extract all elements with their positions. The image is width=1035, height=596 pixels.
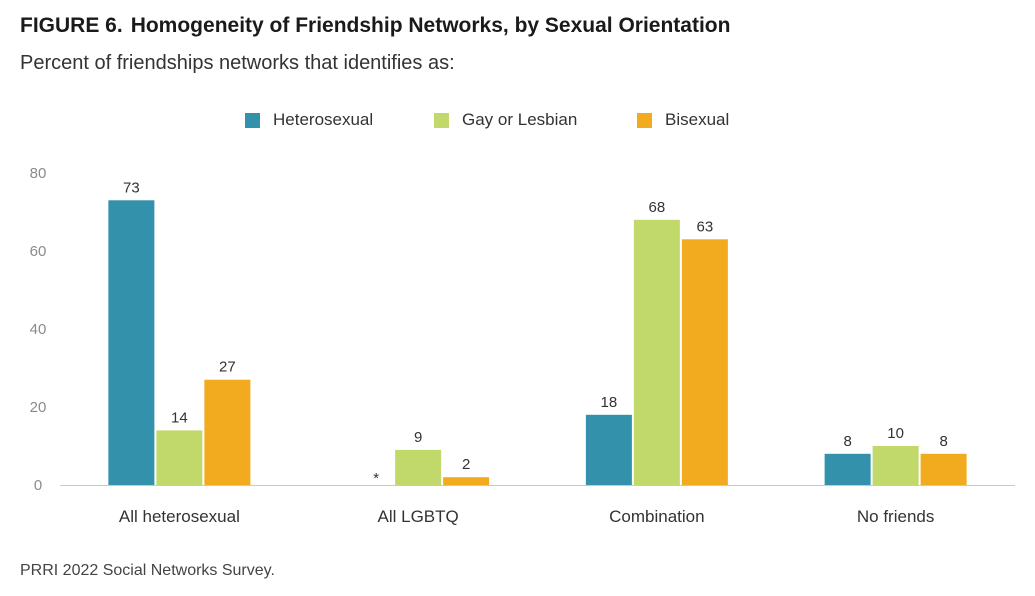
data-label: 27 [219,359,236,376]
category-label: No friends [857,507,934,526]
y-tick-label: 20 [30,399,47,416]
legend-item-bisexual: Bisexual [637,110,729,130]
y-tick-label: 0 [34,477,42,494]
bar-heterosexual [108,200,155,486]
data-label: 2 [462,456,470,473]
bar-bisexual [204,379,251,485]
bar-bisexual [920,453,967,485]
legend-swatch-heterosexual [245,112,260,128]
data-label: 10 [887,425,904,442]
y-tick-label: 80 [30,165,47,182]
figure-title: Homogeneity of Friendship Networks, by S… [130,14,731,37]
bar-gay-or-lesbian [395,449,442,485]
bar-heterosexual [585,414,632,485]
bar-bisexual [681,239,728,485]
bar-gay-or-lesbian [156,430,203,485]
data-label: 14 [171,409,188,426]
data-label: * [373,470,379,487]
legend-label-bisexual: Bisexual [665,110,730,129]
legend-label-gay-or-lesbian: Gay or Lesbian [462,110,578,129]
figure-label: FIGURE 6. [20,14,123,37]
chart-subtitle: Percent of friendships networks that ide… [20,52,455,74]
chart-legend: Heterosexual Gay or Lesbian Bisexual [0,110,1035,134]
bar-gay-or-lesbian [633,219,680,486]
legend-label-heterosexual: Heterosexual [273,110,374,129]
category-label: All heterosexual [119,507,240,526]
legend-swatch-gay-or-lesbian [434,112,449,128]
data-label: 68 [649,199,666,216]
data-label: 8 [843,433,851,450]
data-label: 18 [601,394,618,411]
data-label: 73 [123,179,140,196]
data-label: 63 [697,218,714,235]
bar-gay-or-lesbian [872,446,919,485]
category-label: All LGBTQ [378,507,459,526]
bar-heterosexual [824,453,871,485]
legend-swatch-bisexual [637,112,652,128]
legend-item-heterosexual: Heterosexual [245,110,373,130]
bar-bisexual [443,477,490,485]
y-tick-label: 60 [30,243,47,260]
chart-title: FIGURE 6. Homogeneity of Friendship Netwo… [20,14,730,38]
source-note: PRRI 2022 Social Networks Survey. [20,562,275,579]
y-tick-label: 40 [30,321,47,338]
data-label: 8 [939,433,947,450]
data-label: 9 [414,429,422,446]
category-label: Combination [609,507,704,526]
legend-item-gay-or-lesbian: Gay or Lesbian [434,110,577,130]
